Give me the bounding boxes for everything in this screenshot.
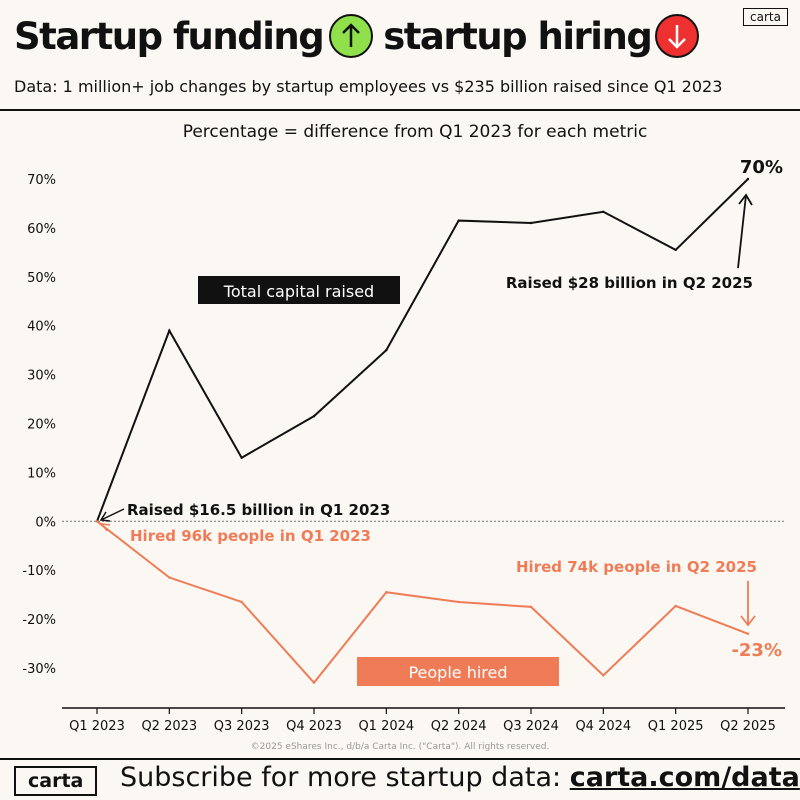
x-tick-label: Q2 2025 — [720, 719, 776, 734]
footer-link[interactable]: carta.com/data — [569, 762, 800, 793]
data-point-hired — [746, 632, 750, 635]
carta-logo[interactable]: carta — [743, 8, 788, 26]
data-point-capital — [312, 414, 316, 418]
x-tick-label: Q2 2023 — [141, 719, 197, 734]
header-divider — [0, 109, 800, 111]
data-point-hired — [312, 681, 316, 684]
legend-hired-label: People hired — [408, 663, 507, 682]
data-point-hired — [674, 604, 677, 608]
footer-text: Subscribe for more startup data: — [120, 762, 562, 793]
annotation-hired-end-value: -23% — [731, 640, 782, 661]
hired-end-arrowhead — [740, 615, 756, 627]
data-point-capital — [674, 248, 677, 252]
y-axis: 70% 60% 50% 40% 30% 20% 10% 0% -10% -20% -30% — [22, 173, 56, 677]
page-title: Startup funding startup hiring — [14, 14, 709, 58]
subtitle: Data: 1 million+ job changes by startup … — [14, 77, 723, 96]
x-tick-label: Q1 2024 — [358, 719, 414, 734]
x-tick-label: Q2 2024 — [431, 719, 487, 734]
data-point-hired — [168, 576, 171, 579]
data-point-capital — [168, 329, 171, 332]
data-point-hired — [95, 520, 99, 523]
title-part-hiring: startup hiring — [383, 14, 653, 58]
x-tick-label: Q3 2023 — [214, 719, 270, 734]
data-point-hired — [240, 600, 243, 604]
y-tick-label: 30% — [27, 369, 56, 384]
line-chart: Percentage = difference from Q1 2023 for… — [22, 122, 785, 752]
copyright: ©2025 eShares Inc., d/b/a Carta Inc. ("C… — [251, 742, 550, 752]
data-point-hired — [457, 600, 460, 604]
y-tick-label: 60% — [27, 222, 56, 237]
data-point-capital — [457, 219, 460, 222]
carta-logo-footer[interactable]: carta — [14, 766, 98, 796]
capital-start-arrowhead — [99, 511, 111, 522]
data-point-hired — [529, 605, 533, 609]
data-point-capital — [529, 221, 533, 225]
legend-capital-box — [198, 276, 400, 304]
footer-cta: Subscribe for more startup data: carta.c… — [120, 762, 800, 793]
arrow-down-icon — [655, 14, 700, 58]
arrow-up-icon — [329, 14, 374, 58]
x-axis: Q1 2023 Q2 2023 Q3 2023 Q4 2023 Q1 2024 Q2 20… — [69, 708, 776, 734]
annotation-capital-start: Raised $16.5 billion in Q1 2023 — [127, 501, 390, 519]
x-tick-label: Q1 2025 — [648, 719, 704, 734]
y-tick-label: 50% — [27, 271, 56, 286]
annotation-hired-start: Hired 96k people in Q1 2023 — [130, 527, 371, 545]
x-tick-label: Q1 2023 — [69, 719, 125, 734]
annotation-capital-end-note: Raised $28 billion in Q2 2025 — [506, 274, 753, 292]
legend-hired-box — [357, 657, 559, 686]
y-tick-label: -10% — [22, 564, 56, 579]
header: Startup funding startup hiring carta Dat… — [0, 0, 800, 110]
annotation-hired-end-note: Hired 74k people in Q2 2025 — [516, 558, 757, 576]
y-tick-label: 10% — [27, 466, 56, 481]
title-part-funding: Startup funding — [14, 14, 325, 58]
capital-start-arrow — [100, 508, 125, 521]
x-tick-label: Q4 2023 — [286, 719, 342, 734]
data-point-capital — [602, 210, 605, 213]
y-tick-label: 40% — [27, 320, 56, 335]
legend-capital-label: Total capital raised — [223, 282, 374, 301]
data-point-capital — [746, 177, 750, 181]
data-point-capital — [385, 348, 388, 352]
series-lines — [95, 177, 750, 685]
series-line-people-hired — [96, 520, 749, 685]
annotation-capital-end-value: 70% — [740, 157, 783, 178]
y-tick-label: -30% — [22, 662, 56, 677]
data-point-capital — [240, 456, 243, 459]
data-point-hired — [385, 591, 388, 594]
y-tick-label: 0% — [35, 515, 56, 530]
chart-title: Percentage = difference from Q1 2023 for… — [183, 122, 648, 142]
footer-divider — [0, 758, 800, 760]
y-tick-label: 20% — [27, 418, 56, 433]
series-line-capital-raised — [96, 178, 749, 522]
data-point-hired — [602, 674, 605, 677]
x-tick-label: Q3 2024 — [503, 719, 559, 734]
capital-end-arrow — [737, 194, 747, 269]
y-tick-label: 70% — [27, 173, 56, 188]
capital-end-arrowhead — [738, 193, 753, 206]
hired-start-arrowhead — [100, 523, 111, 532]
x-tick-label: Q4 2024 — [575, 719, 631, 734]
y-tick-label: -20% — [22, 613, 56, 628]
